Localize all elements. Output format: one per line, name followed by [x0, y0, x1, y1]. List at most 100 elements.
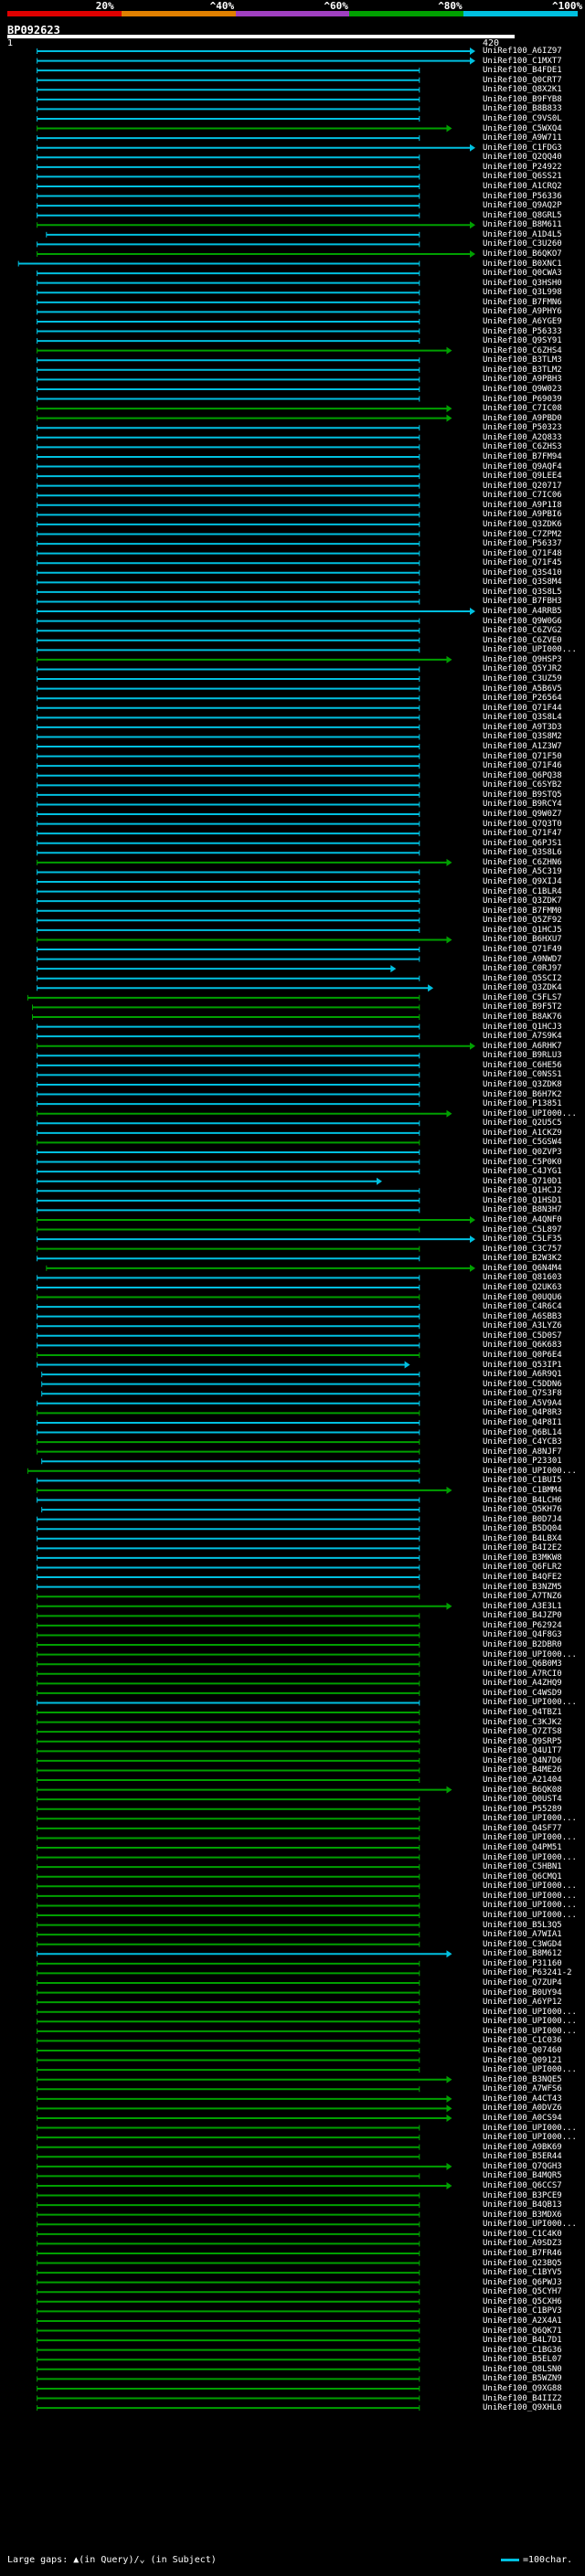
hit-label-link[interactable]: UniRef100_Q5CYH7: [483, 2287, 562, 2297]
hit-label-link[interactable]: UniRef100_B5EL07: [483, 2355, 562, 2365]
hit-label-link[interactable]: UniRef100_C4WSD9: [483, 1688, 562, 1698]
hit-label-link[interactable]: UniRef100_B4QFE2: [483, 1573, 562, 1583]
hit-label-link[interactable]: UniRef100_B5DQ04: [483, 1524, 562, 1534]
hit-label-link[interactable]: UniRef100_B4IIZ2: [483, 2393, 562, 2403]
hit-label-link[interactable]: UniRef100_Q3S8M2: [483, 732, 562, 742]
hit-label-link[interactable]: UniRef100_A4ZHQ9: [483, 1679, 562, 1689]
hit-label-link[interactable]: UniRef100_A3E3L1: [483, 1601, 562, 1611]
hit-label-link[interactable]: UniRef100_UPI000...: [483, 2123, 577, 2133]
hit-label-link[interactable]: UniRef100_A0DVZ6: [483, 2104, 562, 2114]
hit-label-link[interactable]: UniRef100_P69039: [483, 394, 562, 404]
hit-label-link[interactable]: UniRef100_UPI000...: [483, 1649, 577, 1659]
hit-label-link[interactable]: UniRef100_A9P1I8: [483, 500, 562, 510]
hit-label-link[interactable]: UniRef100_UPI000...: [483, 2220, 577, 2230]
hit-label-link[interactable]: UniRef100_C1BG36: [483, 2345, 562, 2355]
hit-label-link[interactable]: UniRef100_A5C319: [483, 867, 562, 877]
hit-label-link[interactable]: UniRef100_Q9AQF4: [483, 461, 562, 472]
hit-label-link[interactable]: UniRef100_C0RJ97: [483, 964, 562, 974]
hit-label-link[interactable]: UniRef100_Q6N4M4: [483, 1263, 562, 1273]
hit-label-link[interactable]: UniRef100_Q2UK63: [483, 1282, 562, 1292]
hit-label-link[interactable]: UniRef100_C6ZHS3: [483, 442, 562, 452]
hit-label-link[interactable]: UniRef100_Q6BL14: [483, 1427, 562, 1437]
hit-label-link[interactable]: UniRef100_Q9W0Z7: [483, 810, 562, 820]
hit-label-link[interactable]: UniRef100_B7FMM0: [483, 906, 562, 916]
hit-label-link[interactable]: UniRef100_A9PBI6: [483, 510, 562, 520]
hit-label-link[interactable]: UniRef100_B6QKO7: [483, 249, 562, 259]
hit-label-link[interactable]: UniRef100_Q8GRL5: [483, 210, 562, 220]
hit-label-link[interactable]: UniRef100_B5ER44: [483, 2152, 562, 2162]
hit-label-link[interactable]: UniRef100_Q7S3F8: [483, 1389, 562, 1399]
hit-label-link[interactable]: UniRef100_B3TLM3: [483, 355, 562, 366]
hit-label-link[interactable]: UniRef100_C3KJK2: [483, 1717, 562, 1727]
hit-label-link[interactable]: UniRef100_Q9XHL0: [483, 2403, 562, 2413]
hit-label-link[interactable]: UniRef100_A1D4L5: [483, 229, 562, 239]
hit-label-link[interactable]: UniRef100_Q0UQU6: [483, 1292, 562, 1302]
hit-label-link[interactable]: UniRef100_B6HXU7: [483, 935, 562, 945]
hit-label-link[interactable]: UniRef100_Q4TBZ1: [483, 1708, 562, 1718]
hit-label-link[interactable]: UniRef100_B9F5T2: [483, 1002, 562, 1012]
hit-label-link[interactable]: UniRef100_Q4P8I1: [483, 1417, 562, 1427]
hit-label-link[interactable]: UniRef100_A6YP12: [483, 1998, 562, 2008]
hit-label-link[interactable]: UniRef100_C3UZ59: [483, 674, 562, 684]
hit-label-link[interactable]: UniRef100_B4ME26: [483, 1765, 562, 1776]
hit-label-link[interactable]: UniRef100_Q71F46: [483, 761, 562, 771]
hit-label-link[interactable]: UniRef100_C5GSW4: [483, 1138, 562, 1148]
hit-label-link[interactable]: UniRef100_UPI000...: [483, 645, 577, 655]
hit-label-link[interactable]: UniRef100_Q4U1T7: [483, 1746, 562, 1756]
hit-label-link[interactable]: UniRef100_P50323: [483, 423, 562, 433]
hit-label-link[interactable]: UniRef100_C1C4K0: [483, 2229, 562, 2239]
hit-label-link[interactable]: UniRef100_C9VS0L: [483, 113, 562, 123]
hit-label-link[interactable]: UniRef100_Q1HCJ2: [483, 1186, 562, 1196]
hit-label-link[interactable]: UniRef100_B3MDX6: [483, 2210, 562, 2220]
hit-label-link[interactable]: UniRef100_A2Q833: [483, 432, 562, 442]
hit-label-link[interactable]: UniRef100_Q5SCI2: [483, 973, 562, 983]
hit-label-link[interactable]: UniRef100_Q09121: [483, 2055, 562, 2065]
hit-label-link[interactable]: UniRef100_P63241-2: [483, 1968, 572, 1978]
hit-label-link[interactable]: UniRef100_Q71F44: [483, 703, 562, 713]
hit-label-link[interactable]: UniRef100_Q81603: [483, 1273, 562, 1283]
hit-label-link[interactable]: UniRef100_Q71F47: [483, 829, 562, 839]
hit-label-link[interactable]: UniRef100_C5L897: [483, 1224, 562, 1235]
hit-label-link[interactable]: UniRef100_Q9W0G6: [483, 616, 562, 626]
hit-label-link[interactable]: UniRef100_C6ZHS4: [483, 345, 562, 355]
hit-label-link[interactable]: UniRef100_A7WIA1: [483, 1930, 562, 1940]
hit-label-link[interactable]: UniRef100_C1BLR4: [483, 886, 562, 896]
hit-label-link[interactable]: UniRef100_P56336: [483, 191, 562, 201]
hit-label-link[interactable]: UniRef100_Q7Q3T0: [483, 819, 562, 829]
hit-label-link[interactable]: UniRef100_A6SBB3: [483, 1311, 562, 1321]
hit-label-link[interactable]: UniRef100_Q6QK71: [483, 2326, 562, 2336]
hit-label-link[interactable]: UniRef100_C1MXT7: [483, 56, 562, 66]
hit-label-link[interactable]: UniRef100_A7RCI0: [483, 1669, 562, 1679]
hit-label-link[interactable]: UniRef100_Q6PJS1: [483, 838, 562, 848]
hit-label-link[interactable]: UniRef100_Q3S8M4: [483, 578, 562, 588]
hit-label-link[interactable]: UniRef100_A9PBD0: [483, 413, 562, 423]
hit-label-link[interactable]: UniRef100_A9T3D3: [483, 722, 562, 732]
hit-label-link[interactable]: UniRef100_UPI000...: [483, 2007, 577, 2017]
hit-label-link[interactable]: UniRef100_A6YGE9: [483, 316, 562, 326]
hit-label-link[interactable]: UniRef100_Q20717: [483, 481, 562, 491]
hit-label-link[interactable]: UniRef100_Q6FLR2: [483, 1563, 562, 1573]
hit-label-link[interactable]: UniRef100_B0XNC1: [483, 259, 562, 269]
hit-label-link[interactable]: UniRef100_B8M611: [483, 220, 562, 230]
hit-label-link[interactable]: UniRef100_UPI000...: [483, 1852, 577, 1862]
hit-label-link[interactable]: UniRef100_B0UY94: [483, 1988, 562, 1998]
hit-label-link[interactable]: UniRef100_C5D0S7: [483, 1330, 562, 1341]
hit-label-link[interactable]: UniRef100_C6ZVE0: [483, 635, 562, 645]
hit-label-link[interactable]: UniRef100_B3TLM2: [483, 365, 562, 375]
hit-label-link[interactable]: UniRef100_UPI000...: [483, 2133, 577, 2143]
hit-label-link[interactable]: UniRef100_C5DDN6: [483, 1379, 562, 1389]
hit-label-link[interactable]: UniRef100_C1BUI5: [483, 1476, 562, 1486]
hit-label-link[interactable]: UniRef100_Q0CRT7: [483, 75, 562, 85]
hit-label-link[interactable]: UniRef100_A4RRB5: [483, 607, 562, 617]
hit-label-link[interactable]: UniRef100_B9RCY4: [483, 800, 562, 810]
hit-label-link[interactable]: UniRef100_Q71F50: [483, 751, 562, 761]
hit-label-link[interactable]: UniRef100_B4JZP0: [483, 1611, 562, 1621]
hit-label-link[interactable]: UniRef100_Q0ZVP3: [483, 1147, 562, 1157]
hit-label-link[interactable]: UniRef100_A4CT43: [483, 2094, 562, 2104]
hit-label-link[interactable]: UniRef100_UPI000...: [483, 1833, 577, 1843]
hit-label-link[interactable]: UniRef100_C7IC08: [483, 404, 562, 414]
hit-label-link[interactable]: UniRef100_C5LF35: [483, 1235, 562, 1245]
hit-label-link[interactable]: UniRef100_Q2QQ40: [483, 153, 562, 163]
hit-label-link[interactable]: UniRef100_Q0UST4: [483, 1795, 562, 1805]
hit-label-link[interactable]: UniRef100_A21404: [483, 1776, 562, 1786]
